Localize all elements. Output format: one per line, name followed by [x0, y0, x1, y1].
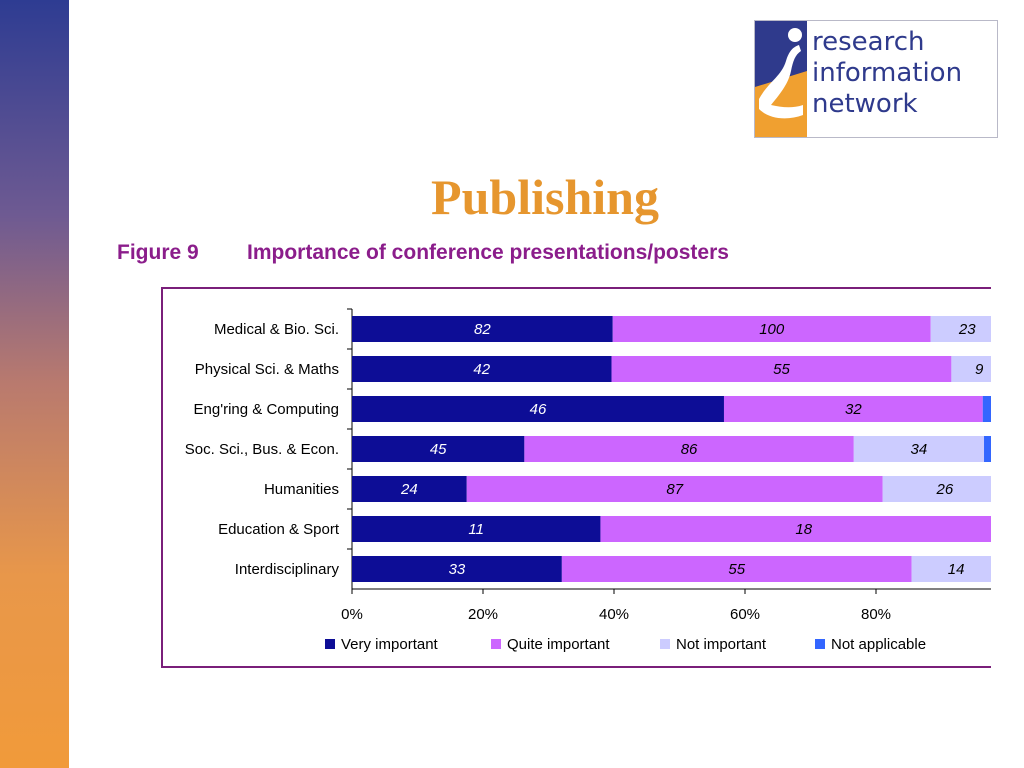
- category-label: Humanities: [264, 481, 339, 498]
- category-label: Interdisciplinary: [235, 561, 340, 578]
- category-label: Medical & Bio. Sci.: [214, 321, 339, 338]
- bar-segment: [352, 356, 612, 382]
- legend-swatch: [491, 639, 501, 649]
- legend-swatch: [660, 639, 670, 649]
- logo-mark-icon: [755, 21, 807, 137]
- data-label: 18: [795, 521, 812, 538]
- data-label: 42: [473, 361, 490, 378]
- data-label: 26: [936, 481, 954, 498]
- bar-segment: [984, 436, 991, 462]
- bar-segment: [930, 316, 991, 342]
- data-label: 14: [948, 561, 965, 578]
- page-title: Publishing: [431, 169, 659, 225]
- logo-line-3: network: [812, 89, 918, 119]
- bar-segment: [352, 476, 467, 502]
- data-label: 55: [773, 361, 790, 378]
- data-label: 82: [474, 321, 491, 338]
- bar-segment: [352, 436, 525, 462]
- x-tick-label: 20%: [468, 606, 498, 623]
- bar-segment: [951, 356, 991, 382]
- data-label: 100: [759, 321, 785, 338]
- bar-segment: [352, 396, 724, 422]
- legend-label: Not applicable: [831, 636, 926, 653]
- bar-segment: [882, 476, 991, 502]
- data-label: 86: [681, 441, 698, 458]
- bar-segment: [466, 476, 883, 502]
- bar-segment: [612, 316, 931, 342]
- logo-wordmark: research information network: [812, 27, 962, 120]
- category-label: Education & Sport: [218, 521, 340, 538]
- logo-line-2: information: [812, 58, 963, 88]
- data-label: 34: [911, 441, 928, 458]
- bar-segment: [723, 396, 983, 422]
- data-label: 33: [449, 561, 466, 578]
- bar-segment: [561, 556, 912, 582]
- data-label: 9: [975, 361, 984, 378]
- bar-segment: [524, 436, 854, 462]
- data-label: 45: [430, 441, 447, 458]
- chart-frame: Medical & Bio. Sci. 82 100 23 Physical Sci. …: [161, 287, 991, 668]
- x-tick-label: 60%: [730, 606, 760, 623]
- figure-caption: Figure 9 Importance of conference present…: [117, 241, 729, 265]
- data-label: 23: [958, 321, 976, 338]
- legend-swatch: [815, 639, 825, 649]
- logo-line-1: research: [812, 27, 925, 57]
- legend-label: Not important: [676, 636, 767, 653]
- bar-segment: [352, 316, 613, 342]
- side-decoration-bar: [0, 0, 69, 768]
- category-label: Physical Sci. & Maths: [195, 361, 339, 378]
- bar-segment: [352, 556, 562, 582]
- x-tick-label: 80%: [861, 606, 891, 623]
- bar-segment: [352, 516, 601, 542]
- research-information-network-logo: research information network: [754, 20, 998, 138]
- legend-label: Quite important: [507, 636, 610, 653]
- data-label: 11: [468, 521, 484, 538]
- legend-label: Very important: [341, 636, 439, 653]
- bar-segment: [853, 436, 985, 462]
- legend-swatch: [325, 639, 335, 649]
- figure-title: Importance of conference presentations/p…: [247, 241, 729, 264]
- bar-segment: [611, 356, 952, 382]
- category-label: Eng'ring & Computing: [194, 401, 339, 418]
- data-label: 32: [845, 401, 862, 418]
- x-tick-label: 40%: [599, 606, 629, 623]
- stacked-bar-chart: Medical & Bio. Sci. 82 100 23 Physical Sci. …: [185, 308, 991, 653]
- data-label: 24: [400, 481, 418, 498]
- bar-segment: [982, 396, 991, 422]
- data-label: 87: [666, 481, 683, 498]
- data-label: 55: [728, 561, 745, 578]
- category-label: Soc. Sci., Bus. & Econ.: [185, 441, 339, 458]
- x-tick-label: 0%: [341, 606, 363, 623]
- figure-number: Figure 9: [117, 241, 199, 264]
- data-label: 46: [530, 401, 547, 418]
- bar-segment: [911, 556, 991, 582]
- bar-segment: [600, 516, 991, 542]
